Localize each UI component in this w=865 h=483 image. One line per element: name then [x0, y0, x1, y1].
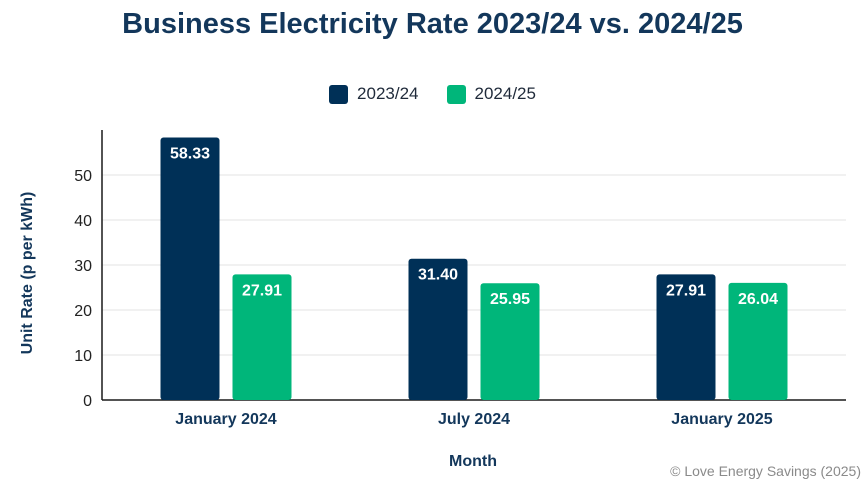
- bar-value-label: 26.04: [738, 291, 778, 308]
- y-tick-label: 10: [74, 348, 92, 365]
- y-tick-label: 30: [74, 258, 92, 275]
- bar-value-label: 27.91: [666, 282, 706, 299]
- bar-value-label: 31.40: [418, 267, 458, 284]
- y-tick-label: 50: [74, 168, 92, 185]
- bar-2023-24: [408, 258, 468, 400]
- legend-item-2023-24: 2023/24: [329, 84, 419, 104]
- bar-2024-25: [480, 283, 540, 400]
- x-tick-label: July 2024: [438, 411, 510, 428]
- bar-2024-25: [232, 274, 292, 400]
- bar-2023-24: [160, 137, 220, 400]
- bar-value-label: 27.91: [242, 282, 282, 299]
- x-tick-label: January 2024: [175, 411, 277, 428]
- x-axis-label: Month: [449, 453, 497, 470]
- legend-swatch-2024-25: [446, 84, 466, 104]
- legend-label-2024-25: 2024/25: [474, 84, 536, 103]
- y-tick-label: 0: [83, 393, 92, 410]
- bar-2023-24: [656, 274, 716, 400]
- chart-title: Business Electricity Rate 2023/24 vs. 20…: [122, 8, 743, 40]
- y-tick-label: 40: [74, 213, 92, 230]
- y-axis-label: Unit Rate (p per kWh): [19, 191, 36, 355]
- legend-item-2024-25: 2024/25: [446, 84, 536, 104]
- bar-value-label: 25.95: [490, 291, 530, 308]
- x-tick-label: January 2025: [671, 411, 773, 428]
- bar-2024-25: [728, 282, 788, 400]
- y-tick-label: 20: [74, 303, 92, 320]
- legend-label-2023-24: 2023/24: [357, 84, 419, 103]
- credit-text: © Love Energy Savings (2025): [670, 463, 861, 479]
- legend: 2023/24 2024/25: [0, 84, 865, 104]
- bar-value-label: 58.33: [170, 146, 210, 163]
- legend-swatch-2023-24: [329, 84, 349, 104]
